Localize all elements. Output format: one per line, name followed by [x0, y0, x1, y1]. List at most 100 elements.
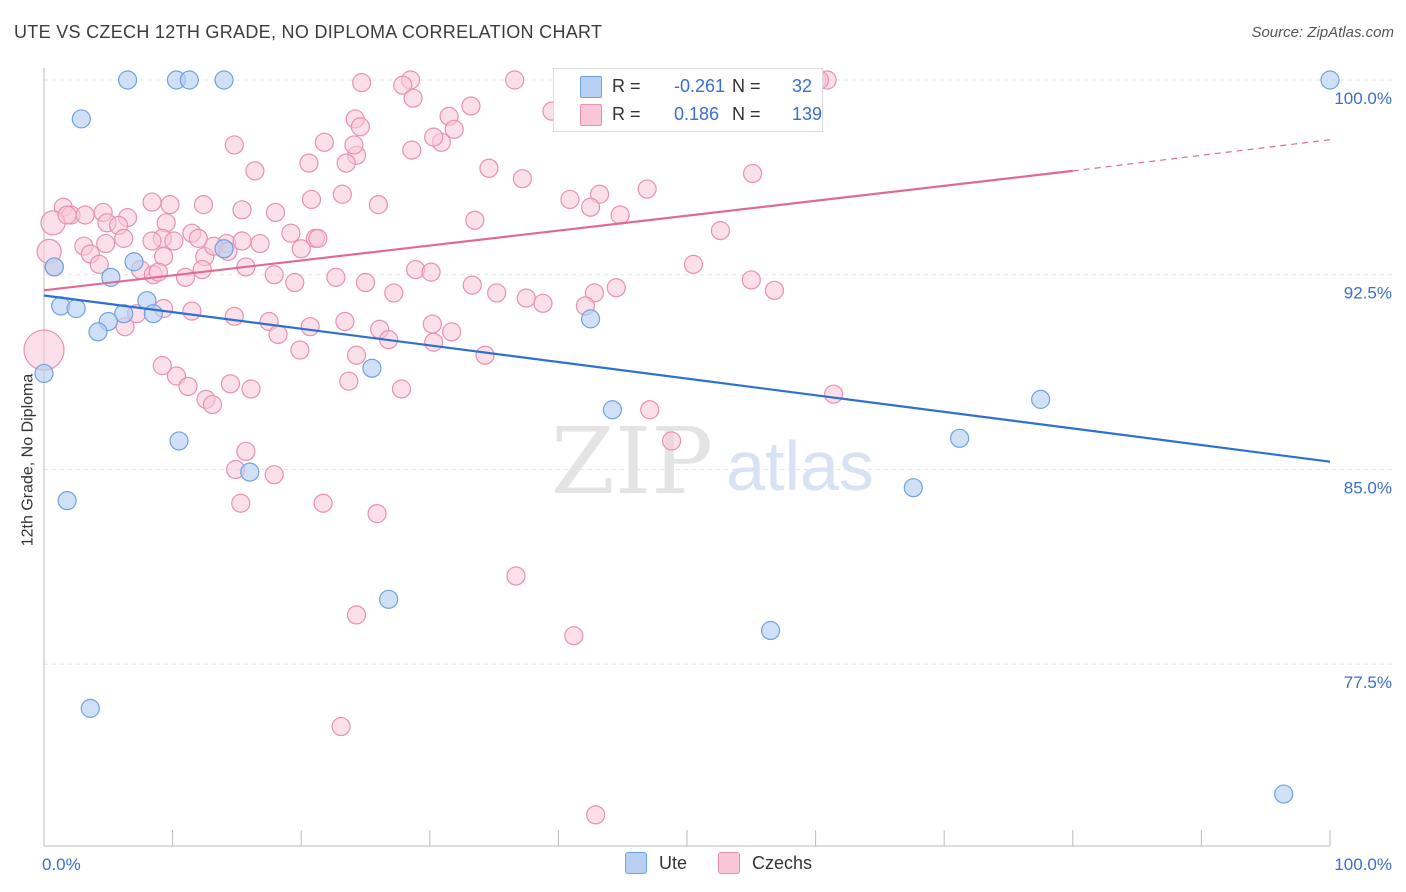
trend-lines [43, 139, 1331, 463]
ute-point [66, 298, 86, 319]
stats-legend: R = -0.261 N = 32 R = 0.186 N = 139 [553, 68, 823, 132]
czechs-point [75, 205, 95, 225]
czechs-point [89, 254, 109, 274]
czechs-point [367, 504, 387, 524]
czechs-point [265, 202, 286, 223]
czechs-point [152, 356, 172, 376]
ute-point [240, 462, 260, 482]
czechs-point [331, 716, 351, 737]
czechs-point [560, 189, 580, 210]
ute-point [124, 252, 144, 272]
czechs-point [479, 158, 499, 178]
ute-point [143, 304, 163, 324]
czechs-n-label: N = [732, 103, 761, 124]
czechs-point [300, 317, 320, 337]
czechs-point [114, 228, 134, 248]
czechs-point [506, 566, 526, 586]
czechs-point [505, 70, 525, 90]
czechs-trend-extension [1072, 139, 1331, 172]
czechs-legend-label: Czechs [752, 852, 813, 873]
czechs-point [291, 239, 311, 259]
czechs-point [465, 210, 485, 230]
ute-swatch [580, 76, 602, 98]
czechs-point [202, 394, 223, 415]
ute-point [114, 304, 134, 324]
czechs-point [424, 127, 444, 147]
ute-n-label: N = [732, 75, 761, 96]
czechs-point [224, 306, 244, 326]
ute-r-label: R = [612, 75, 641, 96]
ute-point [602, 400, 623, 420]
ute-point [34, 363, 54, 384]
czechs-point [281, 223, 301, 243]
czechs-point [314, 132, 334, 152]
czechs-point [268, 324, 288, 345]
ute-point [903, 478, 923, 498]
czechs-point [301, 189, 322, 210]
czechs-point [589, 184, 610, 204]
ute-point [362, 358, 382, 378]
czechs-point [584, 283, 605, 303]
czechs-point [444, 119, 464, 139]
ute-trend-line [43, 294, 1331, 463]
czechs-point [182, 301, 202, 321]
czechs-point [475, 345, 495, 365]
czechs-point [313, 493, 333, 513]
czechs-point [610, 205, 630, 225]
ute-r-value: -0.261 [674, 75, 726, 96]
czechs-point [220, 374, 241, 394]
czechs-point [264, 265, 284, 285]
czechs-n-value: 139 [792, 103, 823, 124]
y-tick-label: 85.0% [1344, 478, 1392, 497]
ute-point [71, 109, 91, 129]
czechs-point [683, 254, 704, 274]
czechs-r-label: R = [612, 103, 641, 124]
ute-point [1320, 70, 1340, 90]
czechs-point [442, 322, 462, 342]
czechs-point [741, 270, 761, 290]
ute-point [44, 257, 64, 277]
czechs-point [339, 371, 359, 391]
ute-point [214, 239, 234, 259]
czechs-point [564, 626, 584, 646]
czechs-point [245, 161, 265, 181]
czechs-point [355, 272, 376, 293]
ute-point [88, 322, 108, 342]
source-label: Source: ZipAtlas.com [1251, 24, 1394, 41]
czechs-point [192, 259, 212, 280]
czechs-point [232, 200, 252, 220]
ute-n-value: 32 [792, 75, 813, 96]
czechs-point [236, 441, 256, 461]
ute-point [57, 491, 77, 511]
czechs-point [299, 153, 319, 173]
czechs-point [241, 379, 261, 399]
ute-point [214, 70, 234, 90]
watermark-atlas: atlas [726, 427, 874, 505]
czechs-point [533, 293, 553, 313]
czechs-point [57, 205, 77, 225]
czechs-point [461, 96, 481, 116]
czechs-point [710, 221, 731, 241]
czechs-point [336, 153, 356, 173]
x-tick-label-min: 0.0% [42, 855, 81, 874]
czechs-point [742, 163, 763, 184]
ute-point [179, 70, 199, 90]
czechs-point [142, 231, 162, 251]
czechs-point [606, 278, 626, 298]
axes [43, 68, 1331, 847]
czechs-point [350, 117, 370, 137]
czechs-point [391, 379, 412, 399]
czechs-point [352, 72, 372, 93]
ute-legend-swatch [625, 852, 647, 874]
czechs-r-value: 0.186 [674, 103, 720, 124]
czechs-point [424, 332, 444, 352]
czechs-point [188, 228, 208, 248]
ute-legend-label: Ute [659, 852, 688, 873]
ute-point [1031, 389, 1051, 409]
czechs-point [640, 400, 660, 420]
ute-point [580, 309, 601, 329]
x-tick-label-max: 100.0% [1334, 855, 1392, 874]
czechs-point [178, 376, 198, 396]
czechs-point [231, 493, 251, 513]
